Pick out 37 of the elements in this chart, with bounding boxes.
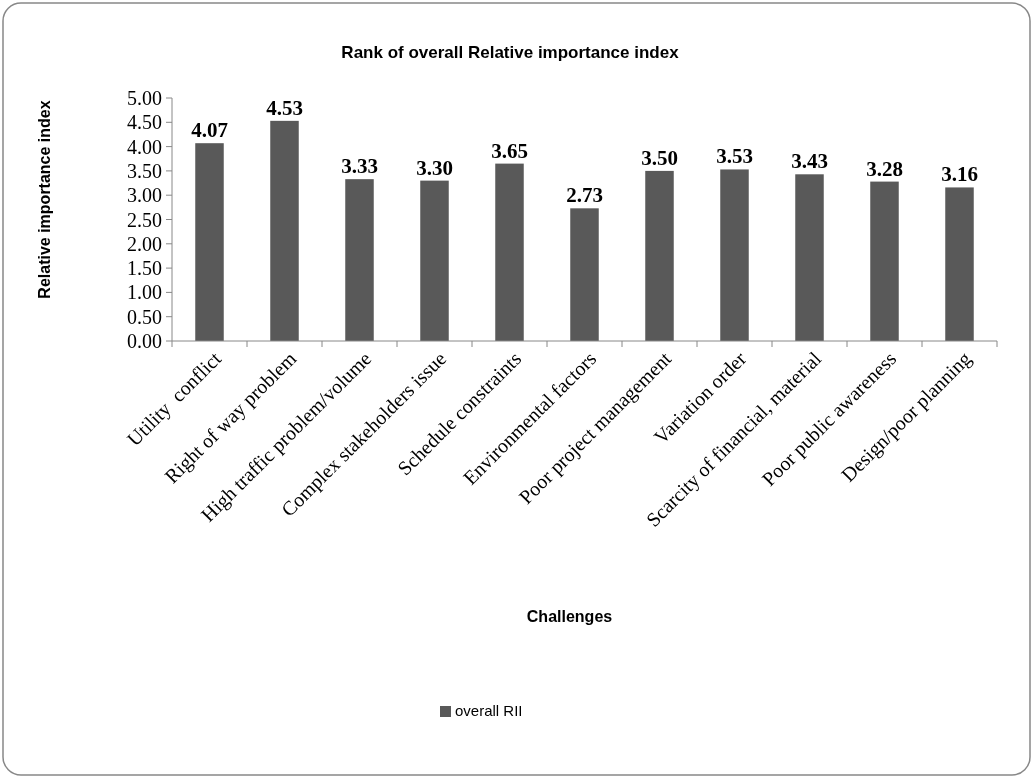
bar (495, 163, 524, 341)
y-tick-label: 3.00 (127, 184, 162, 207)
data-label: 3.53 (716, 144, 753, 169)
y-tick-label: 0.00 (127, 330, 162, 352)
data-label: 2.73 (566, 183, 603, 208)
legend-label: overall RII (455, 702, 523, 719)
bar (345, 179, 374, 341)
bar (870, 181, 899, 341)
data-label: 3.30 (416, 155, 453, 180)
y-tick-label: 4.00 (127, 135, 162, 158)
y-tick-label: 2.00 (127, 232, 162, 255)
y-tick-label: 1.50 (127, 257, 162, 280)
data-label: 4.07 (191, 118, 228, 143)
data-label: 4.53 (266, 95, 303, 120)
data-label: 3.43 (791, 149, 828, 174)
y-tick-label: 5.00 (127, 87, 162, 109)
bar (420, 180, 449, 341)
bar (720, 169, 749, 341)
y-axis-title: Relative importance index (36, 100, 53, 299)
y-tick-label: 4.50 (127, 111, 162, 134)
y-tick-label: 2.50 (127, 208, 162, 231)
data-label: 3.28 (866, 156, 903, 181)
bar (270, 120, 299, 341)
data-label: 3.16 (941, 162, 978, 187)
data-label: 3.50 (641, 145, 678, 170)
bar (195, 143, 224, 341)
data-label: 3.33 (341, 154, 378, 179)
bar (795, 174, 824, 341)
x-axis-title: Challenges (526, 608, 613, 625)
chart-title: Rank of overall Relative importance index (341, 43, 680, 62)
y-tick-label: 3.50 (127, 159, 162, 182)
data-label: 3.65 (491, 138, 528, 163)
y-tick-label: 1.00 (127, 281, 162, 304)
y-tick-label: 0.50 (127, 305, 162, 328)
bar (945, 187, 974, 341)
bar (645, 170, 674, 341)
bar (570, 208, 599, 341)
